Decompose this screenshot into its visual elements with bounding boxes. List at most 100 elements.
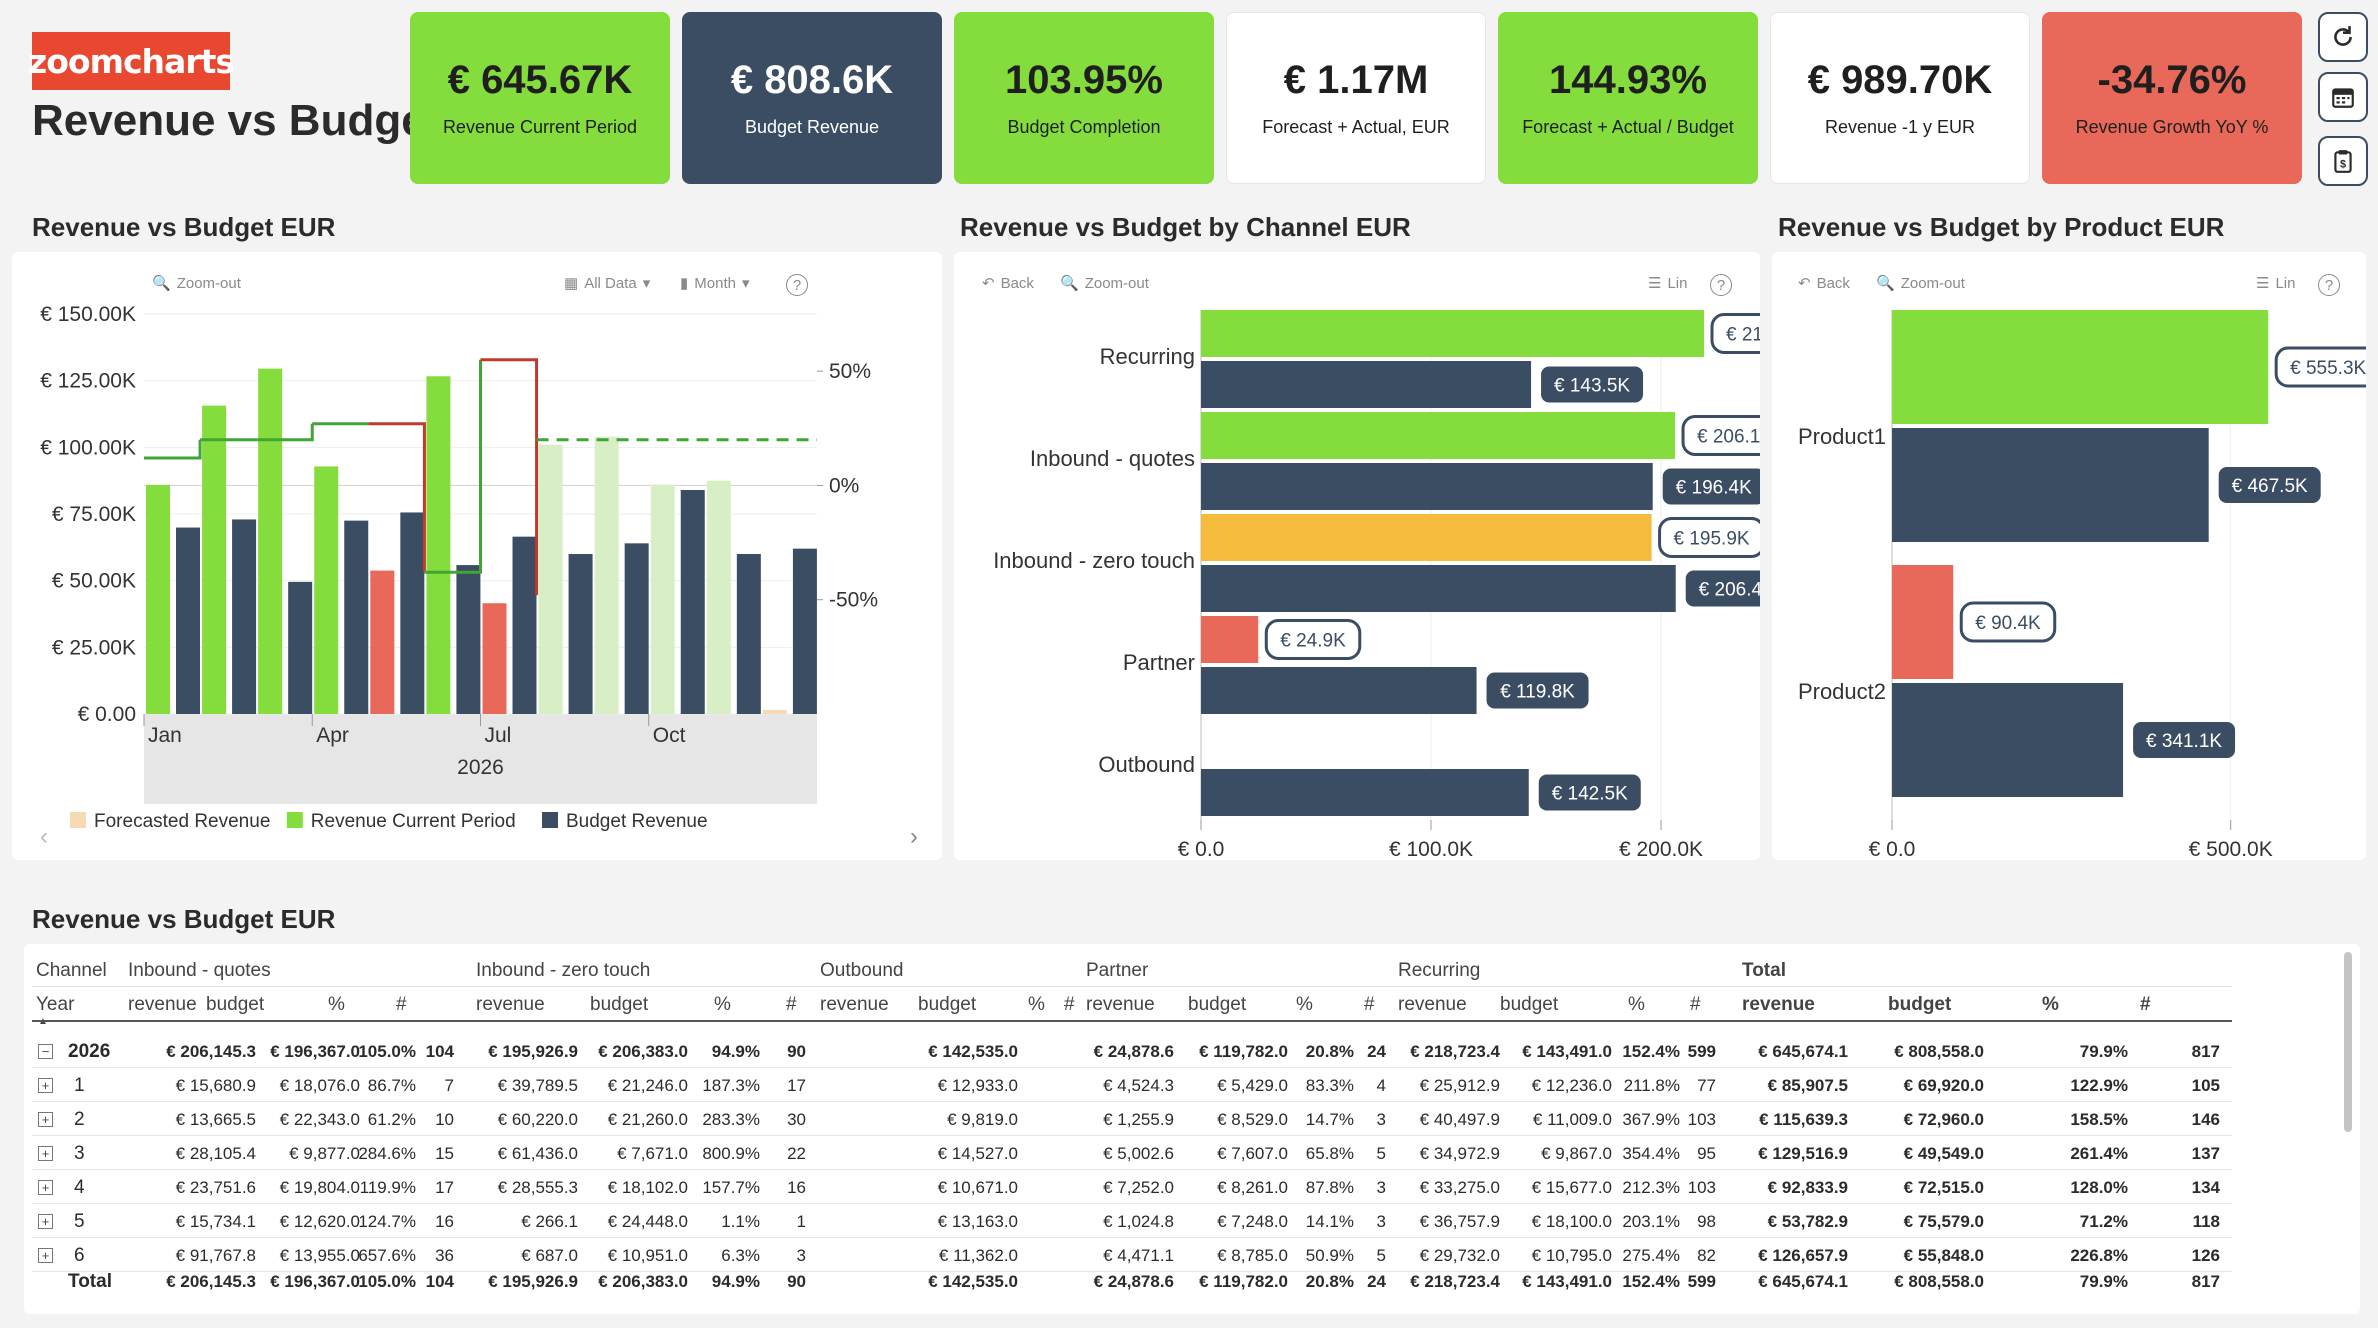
- table-cell: 79.9%: [2079, 1272, 2128, 1291]
- scroll-left-icon: ‹: [40, 823, 48, 850]
- x-tick-label: Apr: [316, 724, 349, 747]
- table-cell: € 10,795.0: [1531, 1246, 1612, 1265]
- calendar-small-icon: ▦: [564, 275, 579, 292]
- table-cell: € 25,912.9: [1419, 1076, 1500, 1095]
- row-label: 3: [74, 1143, 85, 1164]
- zoom-out-label: Zoom-out: [176, 274, 241, 292]
- table-cell: 284.6%: [358, 1144, 416, 1163]
- table-cell: 50.9%: [1305, 1246, 1354, 1265]
- lin-label: Lin: [1667, 274, 1688, 292]
- svg-text:$: $: [2340, 159, 2346, 171]
- category-label: Inbound - quotes: [1030, 446, 1195, 471]
- table-cell: 4: [1376, 1076, 1386, 1095]
- y-tick-label: € 50.00K: [52, 570, 136, 593]
- chart2-back[interactable]: ↶ Back: [982, 274, 1034, 293]
- row-label: 5: [74, 1211, 85, 1232]
- chart3-help-button[interactable]: ?: [2318, 274, 2340, 296]
- zoom-out-icon: 🔍: [1060, 275, 1079, 292]
- table-cell: € 11,009.0: [1532, 1110, 1612, 1129]
- revenue-bar: [1201, 514, 1652, 561]
- table-cell: € 9,819.0: [947, 1110, 1018, 1129]
- growth-line-segment: [144, 439, 202, 460]
- table-cell: 1: [796, 1212, 806, 1231]
- table-cell: € 5,429.0: [1217, 1076, 1288, 1095]
- reset-button[interactable]: [2318, 12, 2368, 62]
- table-cell: € 196,367.0: [270, 1272, 360, 1291]
- category-label: Inbound - zero touch: [993, 548, 1195, 573]
- metric-header: #: [1690, 994, 1701, 1015]
- help-icon: ?: [792, 276, 802, 294]
- kpi-card[interactable]: 103.95% Budget Completion: [954, 12, 1214, 184]
- month-dropdown[interactable]: ▮ Month ▾: [680, 274, 750, 293]
- legend-label: Budget Revenue: [566, 811, 708, 832]
- x-tick-label: € 0.0: [1178, 838, 1225, 860]
- revenue-bar: [1201, 412, 1676, 459]
- table-cell: 146: [2191, 1110, 2220, 1129]
- table-cell: € 10,671.0: [937, 1178, 1018, 1197]
- table-cell: € 34,972.9: [1419, 1144, 1500, 1163]
- chart3-back[interactable]: ↶ Back: [1798, 274, 1850, 293]
- table-title: Revenue vs Budget EUR: [32, 904, 336, 934]
- kpi-card[interactable]: € 989.70K Revenue -1 y EUR: [1770, 12, 2030, 184]
- table-cell: € 4,524.3: [1103, 1076, 1174, 1095]
- all-data-dropdown[interactable]: ▦ All Data ▾: [564, 274, 650, 293]
- table-cell: € 808,558.0: [1894, 1272, 1984, 1291]
- chart3-zoom-out[interactable]: 🔍 Zoom-out: [1876, 274, 1965, 293]
- table-cell: € 8,261.0: [1217, 1178, 1288, 1197]
- kpi-card[interactable]: € 645.67K Revenue Current Period: [410, 12, 670, 184]
- table-cell: 104: [425, 1042, 454, 1061]
- back-icon: ↶: [982, 275, 995, 292]
- chart2-zoom-out[interactable]: 🔍 Zoom-out: [1060, 274, 1149, 293]
- clipboard-button[interactable]: $: [2318, 136, 2368, 186]
- value-label-box: [1538, 774, 1641, 811]
- chart1-help-button[interactable]: ?: [786, 274, 808, 296]
- kpi-card[interactable]: € 808.6K Budget Revenue: [682, 12, 942, 184]
- back-label: Back: [1816, 274, 1850, 292]
- budget-value-label: € 196.4K: [1676, 478, 1752, 499]
- y-tick-label: € 100.00K: [40, 436, 136, 459]
- chart2-help-button[interactable]: ?: [1710, 274, 1732, 296]
- budget-bar: [344, 520, 369, 714]
- kpi-label: Forecast + Actual / Budget: [1522, 117, 1734, 137]
- table-cell: 16: [787, 1178, 806, 1197]
- table-cell: 65.8%: [1305, 1144, 1354, 1163]
- calendar-button[interactable]: [2318, 72, 2368, 122]
- kpi-card[interactable]: -34.76% Revenue Growth YoY %: [2042, 12, 2302, 184]
- table-cell: € 218,723.4: [1410, 1272, 1500, 1291]
- zoom-out-label: Zoom-out: [1900, 274, 1965, 292]
- kpi-card[interactable]: 144.93% Forecast + Actual / Budget: [1498, 12, 1758, 184]
- table-cell: € 15,734.1: [175, 1212, 256, 1231]
- kpi-card[interactable]: € 1.17M Forecast + Actual, EUR: [1226, 12, 1486, 184]
- table-cell: € 1,024.8: [1103, 1212, 1174, 1231]
- logo: zoomcharts: [28, 32, 235, 90]
- table-cell: 3: [1376, 1110, 1386, 1129]
- table-cell: 94.9%: [711, 1042, 760, 1061]
- table-cell: 17: [435, 1178, 454, 1197]
- revenue-value-label: € 90.4K: [1975, 613, 2041, 634]
- chart3-lin-toggle[interactable]: ☰ Lin: [2256, 274, 2295, 293]
- table-cell: 657.6%: [358, 1246, 416, 1265]
- table-cell: € 142,535.0: [928, 1042, 1018, 1061]
- budget-value-label: € 143.5K: [1554, 376, 1630, 397]
- table-cell: 137: [2191, 1144, 2220, 1163]
- table-cell: € 21,246.0: [607, 1076, 688, 1095]
- table-cell: € 18,102.0: [607, 1178, 688, 1197]
- chart2-title: Revenue vs Budget by Channel EUR: [960, 212, 1411, 242]
- x-tick-label: € 0.0: [1869, 838, 1916, 860]
- bar-small-icon: ▮: [680, 275, 689, 292]
- y2-tick-label: -50%: [829, 589, 878, 612]
- metric-header: revenue: [128, 994, 197, 1015]
- category-label: Outbound: [1098, 752, 1195, 777]
- metric-header: budget: [1888, 994, 1952, 1015]
- chart2-lin-toggle[interactable]: ☰ Lin: [1648, 274, 1688, 293]
- revenue-bar: [482, 603, 507, 714]
- table-cell: € 266.1: [521, 1212, 578, 1231]
- expand-toggle: −: [38, 1044, 53, 1059]
- page-title: Revenue vs Budget: [32, 96, 441, 145]
- chart1-zoom-out[interactable]: 🔍 Zoom-out: [152, 274, 241, 293]
- table-scrollbar[interactable]: [2344, 952, 2352, 1132]
- kpi-value: € 1.17M: [1283, 58, 1429, 102]
- table-cell: 800.9%: [702, 1144, 760, 1163]
- expand-toggle: +: [38, 1146, 53, 1161]
- chart3-svg: € 0.0 € 500.0K Product1 € 555.3K € 467.5K Pro…: [1798, 310, 2366, 860]
